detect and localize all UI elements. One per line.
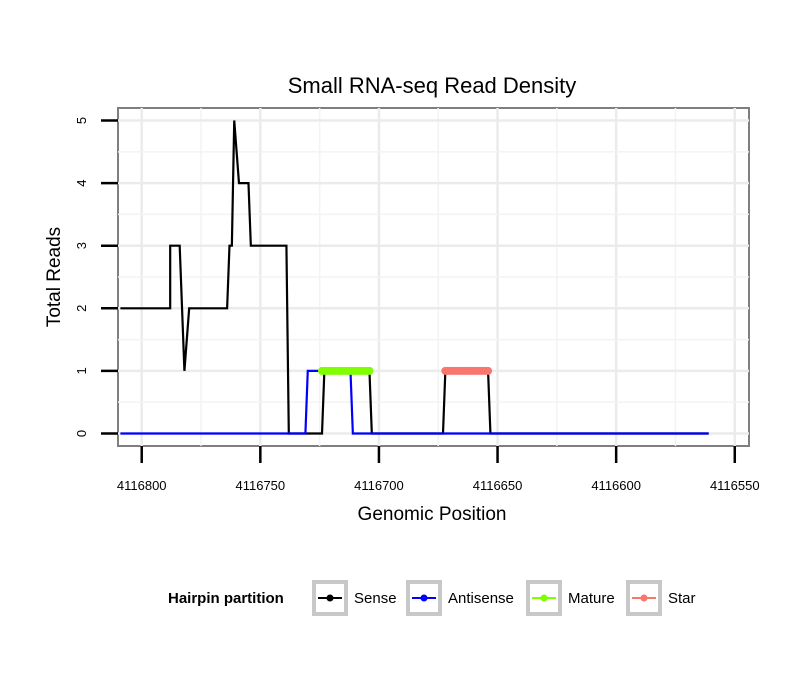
y-tick-label: 3 [74,242,89,249]
legend-point-star [640,594,648,602]
x-tick-label: 4116600 [591,478,641,493]
grid [118,108,749,446]
legend: Hairpin partition Sense Antisense Mature… [168,580,696,616]
x-tick-label: 4116700 [354,478,404,493]
legend-label-mature: Mature [568,590,615,607]
y-tick-label: 1 [74,367,89,374]
x-axis-title: Genomic Position [358,504,507,525]
x-tick-label: 4116800 [117,478,167,493]
x-tick-label: 4116650 [473,478,523,493]
x-tick-label: 4116750 [236,478,286,493]
y-tick-label: 4 [74,179,89,186]
legend-key-mature [526,580,562,616]
axes: 4116800 4116750 4116700 4116650 4116600 41165… [74,117,760,493]
y-tick-label: 5 [74,117,89,124]
legend-label-antisense: Antisense [448,590,514,607]
series-point-mature [365,366,374,375]
x-tick-label: 4116550 [710,478,760,493]
legend-title: Hairpin partition [168,590,284,607]
y-tick-label: 0 [74,430,89,437]
legend-point-sense [326,594,334,602]
legend-point-mature [540,594,548,602]
series-line-sense [120,120,709,435]
y-axis-title: Total Reads [44,227,65,327]
y-tick-label: 2 [74,305,89,312]
series-layer [120,120,709,435]
legend-label-sense: Sense [354,590,397,607]
series-point-star [484,366,493,375]
chart-title: Small RNA-seq Read Density [288,73,577,98]
legend-label-star: Star [668,590,696,607]
legend-point-antisense [420,594,428,602]
